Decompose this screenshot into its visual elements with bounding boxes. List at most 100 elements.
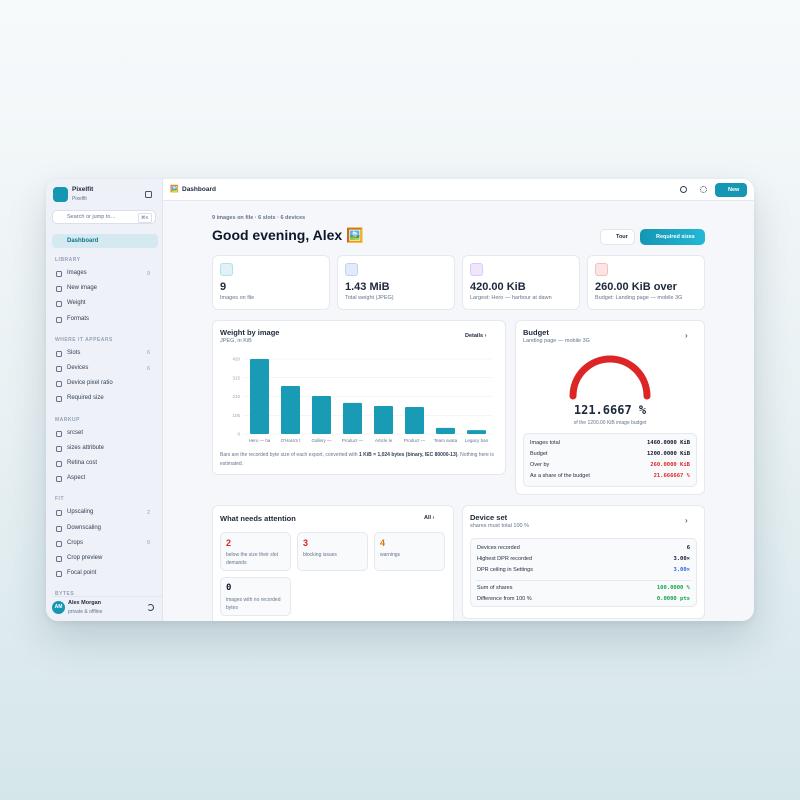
y-tick-label: 105: [232, 413, 240, 418]
x-tick-label: Article le: [375, 438, 393, 443]
device-row-label: Difference from 100 %: [477, 596, 532, 602]
attention-tile[interactable]: [220, 577, 291, 616]
nav-item: Dashboard: [67, 237, 99, 244]
nav-item[interactable]: Devices: [67, 365, 89, 371]
required-button[interactable]: Required sizes: [640, 229, 705, 245]
tour-button[interactable]: Tour: [600, 229, 635, 245]
nav-item[interactable]: Focal point: [67, 570, 97, 577]
nav-section: WHERE IT APPEARS: [55, 336, 113, 343]
theme-button[interactable]: [700, 186, 707, 193]
y-tick-label: 0: [237, 432, 240, 437]
logo: [53, 187, 68, 202]
note: Bars are the recorded byte size of each …: [220, 452, 359, 458]
nav-icon: [56, 430, 62, 437]
budget-row-value: 1460.0000 KiB: [646, 440, 690, 446]
device-row-value: 3.00×: [673, 556, 690, 562]
attention-tile[interactable]: [220, 532, 291, 571]
bar: [343, 402, 362, 434]
nav-item[interactable]: Images: [67, 270, 87, 276]
stat-label: Largest: Hero — harbour at dawn: [470, 295, 552, 301]
search-box[interactable]: [52, 210, 156, 224]
attention-label: warnings: [380, 552, 401, 558]
user-status: private & offline: [68, 609, 103, 615]
stat-value: 420.00 KiB: [470, 281, 526, 293]
device-row-label: DPR ceiling in Settings: [477, 567, 533, 573]
chevron[interactable]: ›: [685, 331, 688, 340]
details-link[interactable]: Details ›: [465, 333, 487, 339]
nav-icon: [56, 476, 62, 483]
nav-icon: [56, 381, 62, 388]
nav-item[interactable]: Crop preview: [67, 555, 103, 561]
new-label: New: [728, 187, 740, 193]
budget-row-value: 1200.0000 KiB: [646, 451, 690, 457]
nav-item[interactable]: Upscaling: [67, 509, 94, 516]
nav-item[interactable]: srcset: [67, 429, 84, 436]
nav-count: 0: [147, 540, 151, 547]
app-content: Pixelfit Pixelfit Search or jump to… ⌘K …: [46, 179, 754, 621]
nav-item[interactable]: sizes attribute: [67, 444, 105, 451]
nav-item[interactable]: Retina cost: [67, 460, 98, 466]
sidebar: [46, 179, 163, 621]
budget-row-label: Budget: [530, 451, 548, 457]
nav-icon: [56, 556, 62, 562]
bar: [467, 430, 486, 434]
stat-card: [337, 255, 455, 310]
app-window: Pixelfit Pixelfit Search or jump to… ⌘K …: [46, 179, 754, 621]
chevron[interactable]: ›: [685, 516, 688, 525]
nav-icon: [56, 525, 62, 532]
summary: 9 images on file · 6 slots · 6 devices: [212, 215, 306, 221]
nav-item[interactable]: Slots: [67, 349, 81, 356]
nav-item[interactable]: Aspect: [67, 475, 86, 482]
nav-icon: [56, 571, 62, 578]
theme-toggle[interactable]: [147, 604, 154, 611]
stat-label: Images on file: [220, 295, 255, 301]
nav-icon: [56, 510, 62, 517]
y-tick-label: 420: [232, 357, 240, 362]
new-button[interactable]: New: [715, 183, 747, 197]
attention-value: 0: [226, 583, 232, 593]
header-icon: 🖼️: [170, 186, 179, 193]
budget-row-label: As a share of the budget: [530, 473, 590, 479]
attention-label: blocking issues: [303, 552, 337, 558]
nav-icon: [56, 350, 62, 357]
attention-tile[interactable]: [297, 532, 368, 571]
nav-item[interactable]: Formats: [67, 315, 90, 322]
collapse-button[interactable]: [145, 191, 152, 198]
nav-item[interactable]: New image: [67, 285, 98, 292]
all-label: All: [424, 515, 432, 521]
avatar: AM: [52, 601, 65, 614]
nav-item[interactable]: Downscaling: [67, 524, 102, 531]
user-name: Alex Morgan: [68, 600, 102, 606]
nav-section: MARKUP: [55, 416, 80, 423]
attention-title: What needs attention: [220, 514, 296, 523]
x-tick-label: Product —: [342, 438, 364, 443]
chart-title: Weight by image: [220, 328, 280, 337]
attention-tile[interactable]: [374, 532, 445, 571]
stat-value: 260.00 KiB over: [595, 281, 677, 293]
nav-item[interactable]: Crops: [67, 539, 84, 546]
nav-count: 9: [147, 270, 151, 277]
x-tick-label: Hero — ha: [249, 438, 271, 443]
nav-section: BYTES: [55, 591, 75, 598]
x-tick-label: Product —: [404, 438, 426, 443]
x-tick-label: O'Hara's t: [281, 438, 301, 443]
device-row-value: 6: [686, 545, 690, 551]
bar: [250, 359, 269, 434]
all-link[interactable]: All ›: [424, 515, 435, 521]
nav-icon: [56, 540, 62, 547]
x-tick-label: Team avata: [434, 438, 458, 443]
nav-section: FIT: [55, 496, 64, 503]
nav-item[interactable]: Required size: [67, 395, 104, 402]
nav-section: LIBRARY: [55, 257, 81, 263]
nav-item[interactable]: Device pixel ratio: [67, 380, 113, 387]
workspace: Pixelfit: [72, 196, 87, 202]
nav-active[interactable]: [52, 234, 158, 248]
search-button[interactable]: [680, 186, 687, 193]
x-tick-label: Legacy ban: [465, 438, 489, 443]
bar: [281, 385, 300, 434]
note: . Nothing here is estimated.: [220, 452, 494, 467]
search-placeholder: Search or jump to…: [67, 213, 116, 220]
budget-row-label: Over by: [530, 462, 550, 468]
nav-item[interactable]: Weight: [67, 300, 86, 307]
